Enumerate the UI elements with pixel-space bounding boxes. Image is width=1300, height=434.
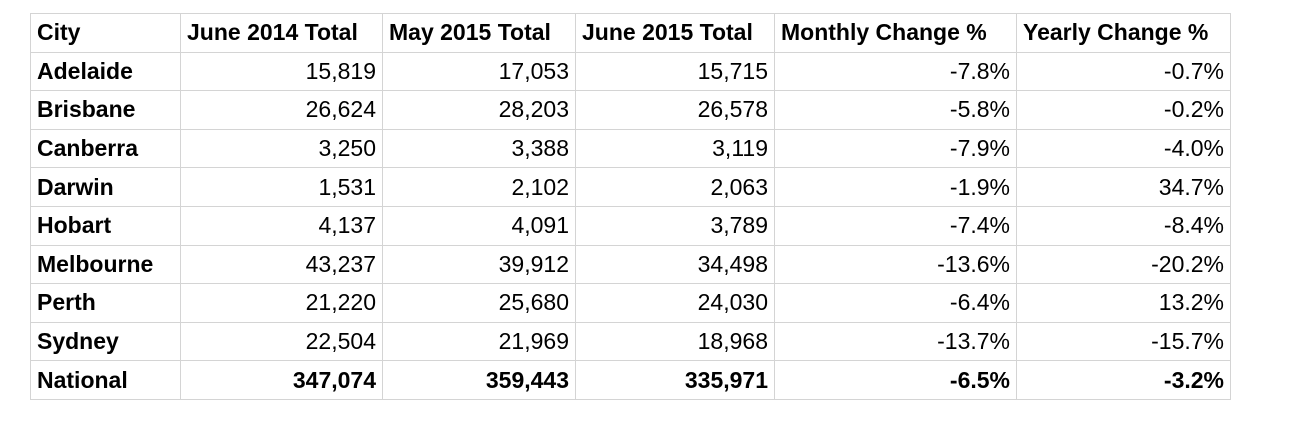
cell-yearly-change: -3.2%: [1016, 360, 1231, 400]
cell-june-2014-total: 1,531: [180, 167, 383, 207]
header-may-2015-total: May 2015 Total: [382, 13, 576, 53]
cell-monthly-change: -6.4%: [774, 283, 1017, 323]
table-row: Perth 21,220 25,680 24,030 -6.4% 13.2%: [30, 283, 1231, 323]
table-row: Sydney 22,504 21,969 18,968 -13.7% -15.7…: [30, 321, 1231, 362]
cell-may-2015-total: 359,443: [382, 360, 576, 400]
cell-monthly-change: -13.7%: [774, 321, 1017, 362]
cell-city: Sydney: [30, 321, 181, 362]
cell-june-2014-total: 43,237: [180, 244, 383, 285]
table-row: Hobart 4,137 4,091 3,789 -7.4% -8.4%: [30, 205, 1231, 246]
cell-june-2014-total: 15,819: [180, 51, 383, 92]
cell-may-2015-total: 39,912: [382, 244, 576, 285]
cell-city: Hobart: [30, 205, 181, 246]
cell-yearly-change: -8.4%: [1016, 205, 1231, 246]
cell-may-2015-total: 17,053: [382, 51, 576, 92]
cell-june-2015-total: 26,578: [575, 90, 775, 130]
cell-may-2015-total: 21,969: [382, 321, 576, 362]
cell-monthly-change: -1.9%: [774, 167, 1017, 207]
header-yearly-change: Yearly Change %: [1016, 13, 1231, 53]
cell-may-2015-total: 2,102: [382, 167, 576, 207]
cell-may-2015-total: 3,388: [382, 128, 576, 169]
cell-monthly-change: -7.8%: [774, 51, 1017, 92]
cell-june-2015-total: 3,119: [575, 128, 775, 169]
cell-yearly-change: 34.7%: [1016, 167, 1231, 207]
header-row: City June 2014 Total May 2015 Total June…: [30, 13, 1231, 53]
cell-may-2015-total: 28,203: [382, 90, 576, 130]
cell-monthly-change: -7.9%: [774, 128, 1017, 169]
cell-june-2014-total: 3,250: [180, 128, 383, 169]
table-row: Melbourne 43,237 39,912 34,498 -13.6% -2…: [30, 244, 1231, 285]
cell-city: Perth: [30, 283, 181, 323]
national-total-row: National 347,074 359,443 335,971 -6.5% -…: [30, 360, 1231, 400]
table-row: Darwin 1,531 2,102 2,063 -1.9% 34.7%: [30, 167, 1231, 207]
cell-june-2014-total: 26,624: [180, 90, 383, 130]
cell-june-2015-total: 18,968: [575, 321, 775, 362]
table-container: City June 2014 Total May 2015 Total June…: [30, 13, 1231, 400]
cell-city: Adelaide: [30, 51, 181, 92]
cell-may-2015-total: 4,091: [382, 205, 576, 246]
header-city: City: [30, 13, 181, 53]
cell-june-2015-total: 335,971: [575, 360, 775, 400]
cell-may-2015-total: 25,680: [382, 283, 576, 323]
cell-yearly-change: -4.0%: [1016, 128, 1231, 169]
cell-yearly-change: -0.7%: [1016, 51, 1231, 92]
cell-june-2015-total: 2,063: [575, 167, 775, 207]
table-row: Canberra 3,250 3,388 3,119 -7.9% -4.0%: [30, 128, 1231, 169]
table-row: Adelaide 15,819 17,053 15,715 -7.8% -0.7…: [30, 51, 1231, 92]
header-monthly-change: Monthly Change %: [774, 13, 1017, 53]
cell-june-2015-total: 24,030: [575, 283, 775, 323]
cell-city: Melbourne: [30, 244, 181, 285]
header-june-2015-total: June 2015 Total: [575, 13, 775, 53]
cell-yearly-change: 13.2%: [1016, 283, 1231, 323]
cell-city: Canberra: [30, 128, 181, 169]
cell-june-2015-total: 34,498: [575, 244, 775, 285]
cell-june-2014-total: 4,137: [180, 205, 383, 246]
cell-yearly-change: -15.7%: [1016, 321, 1231, 362]
cell-yearly-change: -0.2%: [1016, 90, 1231, 130]
cell-yearly-change: -20.2%: [1016, 244, 1231, 285]
cell-city: Brisbane: [30, 90, 181, 130]
cell-june-2015-total: 15,715: [575, 51, 775, 92]
cell-monthly-change: -13.6%: [774, 244, 1017, 285]
cell-monthly-change: -7.4%: [774, 205, 1017, 246]
cell-june-2014-total: 22,504: [180, 321, 383, 362]
cell-city: Darwin: [30, 167, 181, 207]
cell-june-2014-total: 21,220: [180, 283, 383, 323]
cell-june-2014-total: 347,074: [180, 360, 383, 400]
header-june-2014-total: June 2014 Total: [180, 13, 383, 53]
cell-monthly-change: -5.8%: [774, 90, 1017, 130]
cell-monthly-change: -6.5%: [774, 360, 1017, 400]
city-totals-table: City June 2014 Total May 2015 Total June…: [30, 13, 1231, 400]
cell-city: National: [30, 360, 181, 400]
cell-june-2015-total: 3,789: [575, 205, 775, 246]
table-row: Brisbane 26,624 28,203 26,578 -5.8% -0.2…: [30, 90, 1231, 130]
